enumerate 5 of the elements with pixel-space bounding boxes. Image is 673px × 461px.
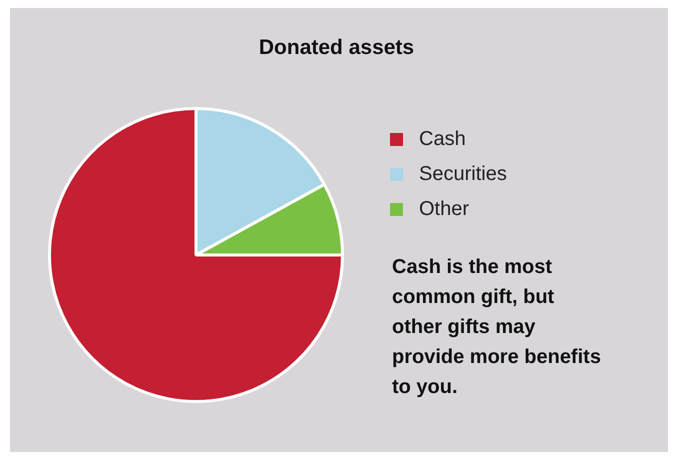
text: Cash is the most common gift, but other gifts may provide more benefits to you. [392,255,602,400]
chart-title: Donated assets [258,36,416,60]
legend-label: Other [419,198,470,221]
legend-label: Securities [419,163,507,186]
legend-label: Cash [419,128,466,151]
